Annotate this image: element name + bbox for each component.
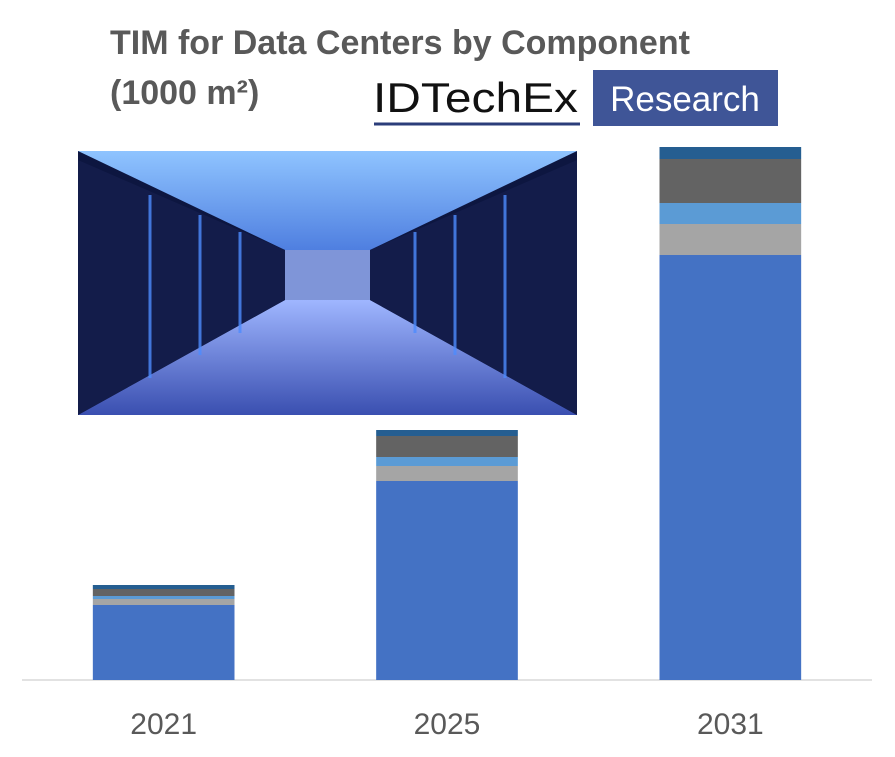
photo — [78, 151, 577, 415]
bar-segment — [659, 255, 802, 680]
bar-segment — [376, 466, 518, 481]
bar-segment — [376, 481, 518, 680]
bar-segment — [376, 436, 518, 457]
bar-segment — [659, 147, 802, 159]
logo-tag: Research — [610, 80, 760, 119]
bar-segment — [92, 599, 235, 605]
chart-title: TIM for Data Centers by Component — [110, 24, 690, 62]
x-tick-label: 2021 — [130, 708, 197, 741]
logo: IDTechEx Research — [373, 70, 778, 126]
bar-segment — [659, 224, 802, 255]
bar-segment — [92, 589, 235, 596]
logo-box — [593, 70, 778, 126]
x-tick-label: 2025 — [414, 708, 481, 741]
x-tick-label: 2031 — [697, 708, 764, 741]
bar-segment — [92, 605, 235, 680]
bar-segment — [376, 457, 518, 466]
bar-segment — [92, 596, 235, 599]
bar-segment — [92, 585, 235, 589]
bar-segment — [659, 159, 802, 203]
bar-segment — [659, 203, 802, 224]
logo-brand: IDTechEx — [373, 74, 578, 121]
chart-subtitle: (1000 m²) — [110, 74, 259, 112]
bar-segment — [376, 430, 518, 436]
